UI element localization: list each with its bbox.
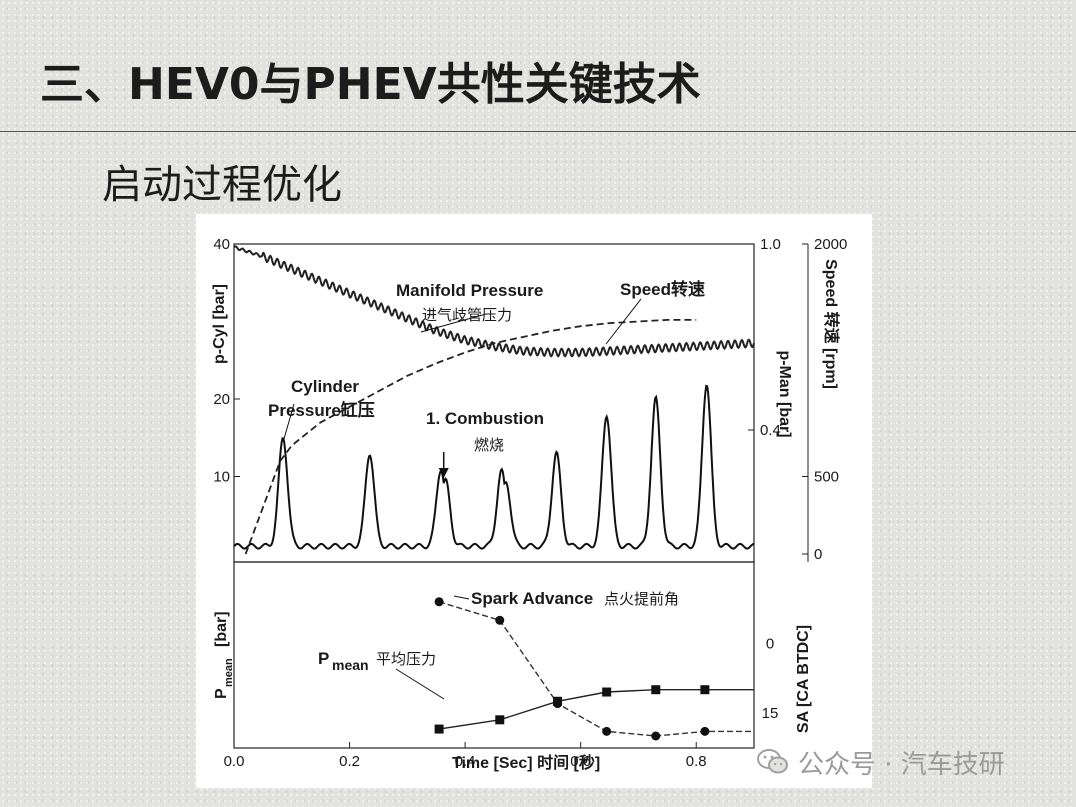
wechat-icon: [757, 749, 788, 774]
spark-advance-cn-label: 点火提前角: [604, 590, 679, 608]
combustion-label: 1. Combustion: [426, 409, 544, 428]
speed-series-label: Speed转速: [620, 279, 705, 299]
combustion-cn-label: 燃烧: [474, 436, 504, 454]
title-divider: [0, 131, 1076, 132]
combustion-arrow-head: [438, 468, 449, 478]
x-tick-label: 0.6: [570, 753, 591, 770]
engine-start-chart: 40 20 10 1.0 0.4 2000 500 0 0 15 0.0 0.2 0.4 0.6 0.8 p…: [211, 236, 847, 772]
x-tick-label: 0.8: [686, 753, 707, 770]
manifold-pressure-cn-label: 进气歧管压力: [422, 306, 512, 324]
watermark-text: 公众号 · 汽车技研: [798, 749, 1005, 780]
pmean-point: [651, 685, 661, 695]
spark-advance-line: [438, 601, 754, 737]
manifold-pressure-label: Manifold Pressure: [396, 281, 543, 300]
pmean-label-sub: mean: [332, 657, 369, 673]
pmean-point: [553, 696, 563, 706]
cylinder-pressure-line: [233, 384, 755, 550]
sa-tick-label: 15: [762, 705, 779, 722]
spark-advance-point: [651, 731, 661, 741]
spark-leader: [453, 595, 470, 600]
pmean-axis-label-sub: mean: [223, 658, 235, 687]
x-tick-label: 0.0: [224, 753, 245, 770]
x-tick-label: 0.4: [455, 753, 476, 770]
spark-advance-point: [700, 726, 710, 736]
pmean-axis-label-main: P: [213, 688, 230, 699]
pmean-cn-label: 平均压力: [376, 650, 436, 668]
spark-advance-point: [434, 597, 444, 607]
pmean-point: [700, 685, 710, 695]
slide-title: 三、HEV0与PHEV共性关键技术: [40, 59, 701, 110]
p-man-axis-label: p-Man [bar]: [776, 350, 793, 437]
speed-leader: [605, 298, 642, 345]
cylinder-pressure-label: Pressure缸压: [268, 400, 375, 420]
speed-tick-label: 500: [814, 469, 839, 486]
spark-advance-label: Spark Advance: [471, 589, 593, 608]
speed-line: [244, 319, 697, 555]
cylinder-leader: [282, 403, 295, 443]
speed-tick-label: 2000: [814, 236, 847, 253]
speed-tick-label: 0: [814, 546, 822, 563]
p-cyl-tick-label: 20: [213, 391, 230, 408]
p-cyl-axis-label: p-Cyl [bar]: [211, 284, 228, 364]
pmean-leader: [395, 668, 445, 700]
p-cyl-tick-label: 40: [213, 236, 230, 253]
watermark: 公众号 · 汽车技研: [756, 745, 1005, 780]
cylinder-label: Cylinder: [291, 377, 359, 396]
slide-subtitle: 启动过程优化: [102, 162, 342, 208]
manifold-pressure-line: [233, 245, 755, 358]
p-man-tick-label: 0.4: [760, 422, 781, 439]
spark-advance-point: [602, 726, 612, 736]
pmean-point: [434, 724, 444, 734]
sa-axis-label: SA [CA BTDC]: [795, 625, 812, 733]
engine-start-figure: 40 20 10 1.0 0.4 2000 500 0 0 15 0.0 0.2 0.4 0.6 0.8 p…: [196, 214, 872, 788]
sa-tick-label: 0: [766, 635, 774, 652]
x-axis-label: Time [Sec] 时间 [秒]: [452, 753, 600, 772]
pmean-axis-label-unit: [bar]: [213, 611, 230, 647]
p-cyl-tick-label: 10: [213, 469, 230, 486]
spark-advance-point: [495, 615, 505, 625]
speed-axis-label: Speed 转速 [rpm]: [822, 259, 841, 389]
pmean-point: [495, 715, 505, 725]
pmean-label-main: P: [318, 649, 329, 668]
pmean-line: [438, 689, 754, 730]
x-tick-label: 0.2: [339, 753, 360, 770]
p-man-tick-label: 1.0: [760, 236, 781, 253]
pmean-point: [602, 687, 612, 697]
pmean-axis-label: P mean [bar]: [213, 611, 235, 699]
manifold-leader: [420, 313, 487, 333]
